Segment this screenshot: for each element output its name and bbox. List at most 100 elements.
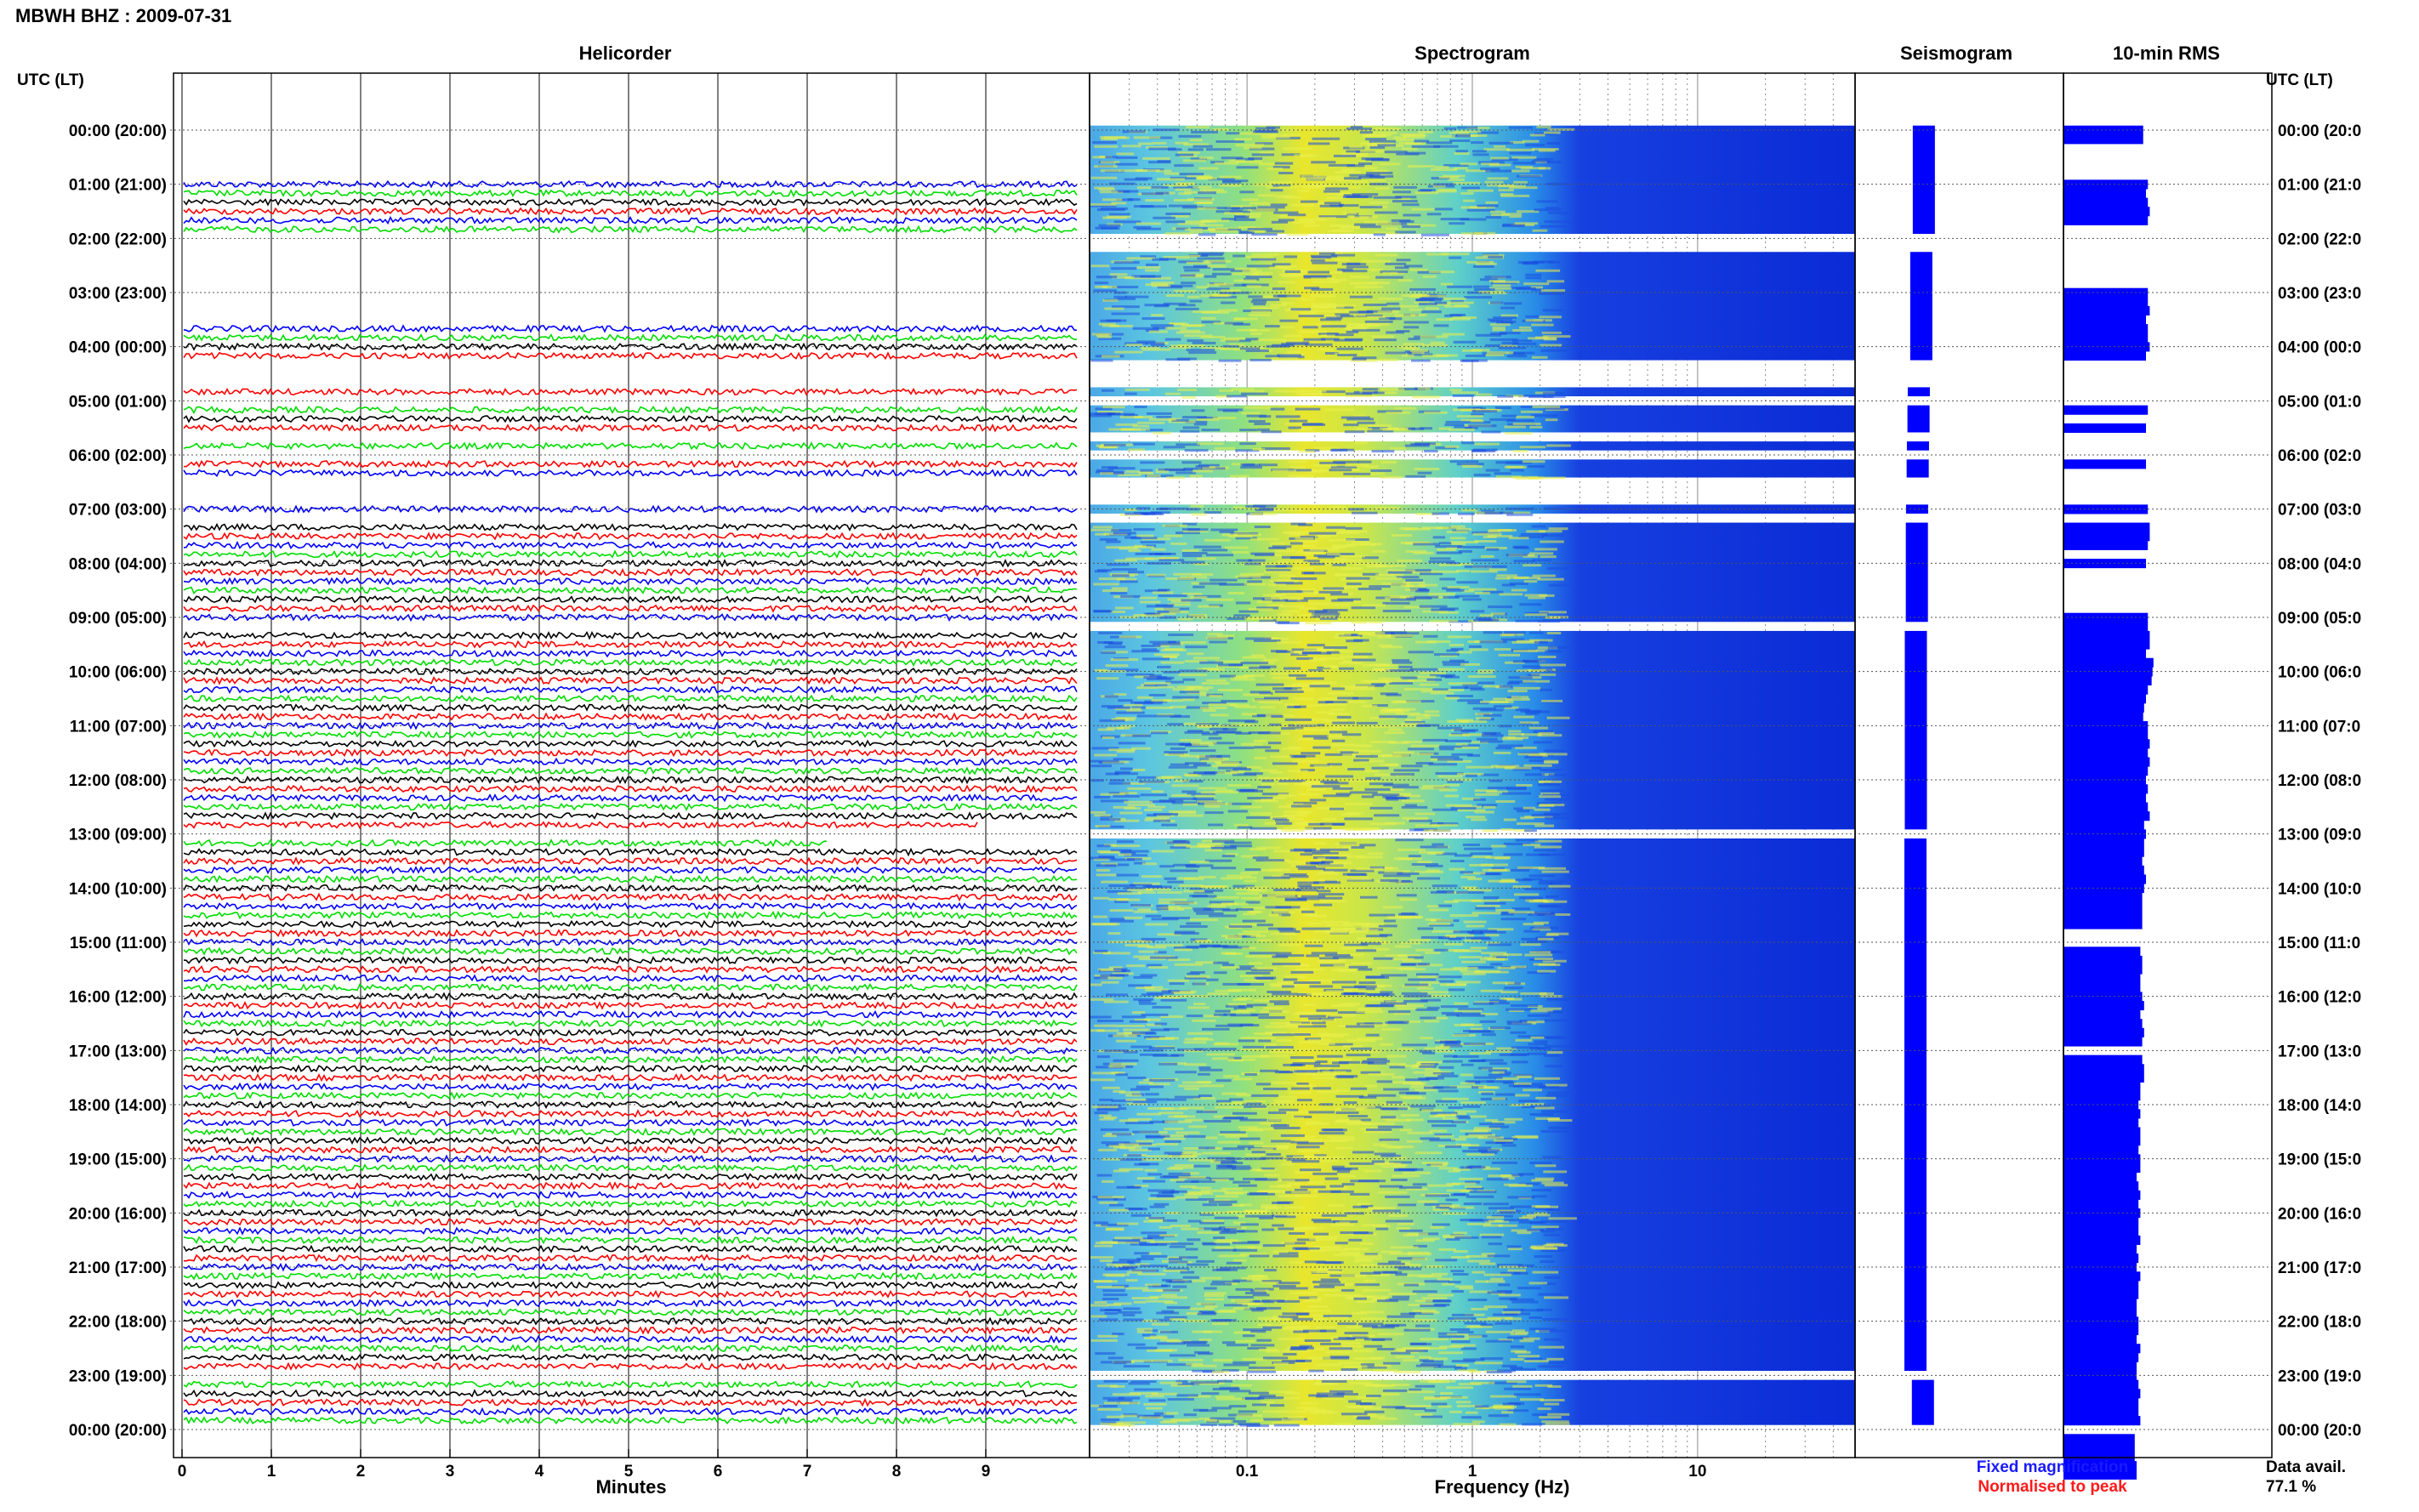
spectrogram-speckle [1538, 882, 1555, 885]
spectrogram-speckle [1462, 733, 1491, 736]
spectrogram-speckle [1191, 130, 1219, 134]
spectrogram-speckle [1488, 928, 1514, 931]
spectrogram-speckle [1548, 645, 1572, 649]
spectrogram-speckle [1354, 1259, 1373, 1263]
spectrogram-speckle [1244, 583, 1266, 586]
spectrogram-speckle [1242, 1102, 1262, 1106]
spectrogram-speckle [1484, 511, 1514, 514]
spectrogram-speckle [1305, 343, 1333, 346]
spectrogram-speckle [1096, 1108, 1120, 1111]
spectrogram-speckle [1476, 905, 1500, 907]
spectrogram-speckle [1271, 1124, 1289, 1128]
spectrogram-speckle [1292, 1247, 1308, 1250]
spectrogram-speckle [1204, 259, 1232, 263]
spectrogram-speckle [1380, 710, 1405, 713]
spectrogram-speckle [1099, 537, 1118, 541]
spectrogram-speckle [1319, 177, 1342, 180]
spectrogram-speckle [1541, 773, 1555, 776]
spectrogram-speckle [1135, 169, 1160, 172]
spectrogram-speckle [1440, 983, 1466, 986]
spectrogram-speckle [1114, 350, 1143, 354]
spectrogram-speckle [1384, 151, 1408, 154]
spectrogram-speckle [1131, 1032, 1155, 1035]
spectrogram-speckle [1242, 270, 1262, 273]
spectrogram-speckle [1497, 395, 1513, 398]
spectrogram-speckle [1395, 838, 1424, 842]
spectrogram-speckle [1185, 420, 1208, 423]
spectrogram-speckle [1430, 755, 1460, 759]
spectrogram-speckle [1484, 547, 1507, 549]
spectrogram-speckle [1320, 1069, 1334, 1072]
spectrogram-speckle [1545, 207, 1560, 210]
spectrogram-speckle [1185, 660, 1208, 663]
spectrogram-speckle [1486, 1178, 1509, 1181]
spectrogram-speckle [1341, 1183, 1355, 1186]
spectrogram-speckle [1145, 988, 1169, 992]
spectrogram-speckle [1509, 351, 1535, 355]
spectrogram-speckle [1432, 185, 1446, 188]
spectrogram-speckle [1209, 1200, 1238, 1203]
spectrogram-speckle [1230, 1204, 1244, 1207]
spectrogram-speckle [1281, 302, 1295, 305]
spectrogram-speckle [1312, 1073, 1340, 1077]
spectrogram-speckle [1506, 1020, 1523, 1024]
spectrogram-speckle [1232, 1111, 1257, 1115]
spectrogram-speckle [1094, 814, 1111, 817]
spectrogram-speckle [1164, 1120, 1192, 1123]
spectrogram-title: Spectrogram [1414, 43, 1530, 64]
spectrogram-speckle [1329, 224, 1353, 227]
spectrogram-speckle [1168, 1258, 1182, 1261]
spectrogram-speckle [1325, 775, 1354, 778]
spectrogram-speckle [1368, 1207, 1397, 1209]
spectrogram-speckle [1369, 1073, 1395, 1076]
spectrogram-speckle [1136, 266, 1161, 270]
spectrogram-speckle [1099, 1114, 1112, 1117]
spectrogram-speckle [1097, 1334, 1118, 1338]
spectrogram-speckle [1233, 1331, 1257, 1334]
spectrogram-speckle [1438, 1248, 1456, 1251]
spectrogram-speckle [1363, 1169, 1382, 1173]
spectrogram-speckle [1202, 709, 1216, 712]
spectrogram-speckle [1134, 544, 1147, 548]
spectrogram-speckle [1479, 278, 1498, 281]
spectrogram-speckle [1163, 1219, 1178, 1222]
spectrogram-speckle [1420, 991, 1449, 994]
spectrogram-speckle [1195, 465, 1210, 468]
spectrogram-speckle [1449, 541, 1479, 543]
spectrogram-speckle [1215, 395, 1232, 398]
spectrogram-speckle [1420, 935, 1450, 939]
spectrogram-speckle [1142, 1179, 1166, 1183]
spectrogram-speckle [1107, 563, 1130, 566]
spectrogram-speckle [1340, 567, 1363, 571]
spectrogram-speckle [1447, 1333, 1469, 1336]
spectrogram-speckle [1485, 1050, 1512, 1053]
helicorder-trace [183, 884, 1078, 893]
spectrogram-speckle [1181, 461, 1202, 464]
spectrogram-speckle [1500, 193, 1514, 196]
spectrogram-speckle [1537, 734, 1562, 737]
spectrogram-speckle [1518, 1182, 1540, 1185]
spectrogram-speckle [1463, 920, 1487, 924]
spectrogram-speckle [1124, 388, 1150, 391]
spectrogram-speckle [1429, 1115, 1445, 1118]
spectrogram-speckle [1327, 553, 1340, 556]
spectrogram-speckle [1313, 1064, 1340, 1067]
spectrogram-speckle [1336, 179, 1354, 182]
spectrogram-speckle [1141, 1319, 1159, 1322]
spectrogram-speckle [1100, 793, 1125, 796]
spectrogram-speckle [1177, 222, 1205, 225]
spectrogram-speckle [1504, 302, 1523, 305]
spectrogram-speckle [1131, 275, 1156, 278]
spectrogram-speckle [1158, 901, 1174, 904]
spectrogram-speckle [1443, 1054, 1458, 1058]
spectrogram-speckle [1501, 213, 1523, 216]
spectrogram-speckle [1207, 1157, 1234, 1160]
spectrogram-speckle [1458, 512, 1475, 515]
spectrogram-speckle [1276, 650, 1295, 653]
spectrogram-speckle [1517, 822, 1545, 826]
spectrogram-speckle [1488, 868, 1508, 872]
spectrogram-speckle [1337, 748, 1360, 752]
spectrogram-speckle [1158, 559, 1185, 562]
spectrogram-speckle [1522, 262, 1539, 265]
spectrogram-speckle [1491, 213, 1510, 217]
